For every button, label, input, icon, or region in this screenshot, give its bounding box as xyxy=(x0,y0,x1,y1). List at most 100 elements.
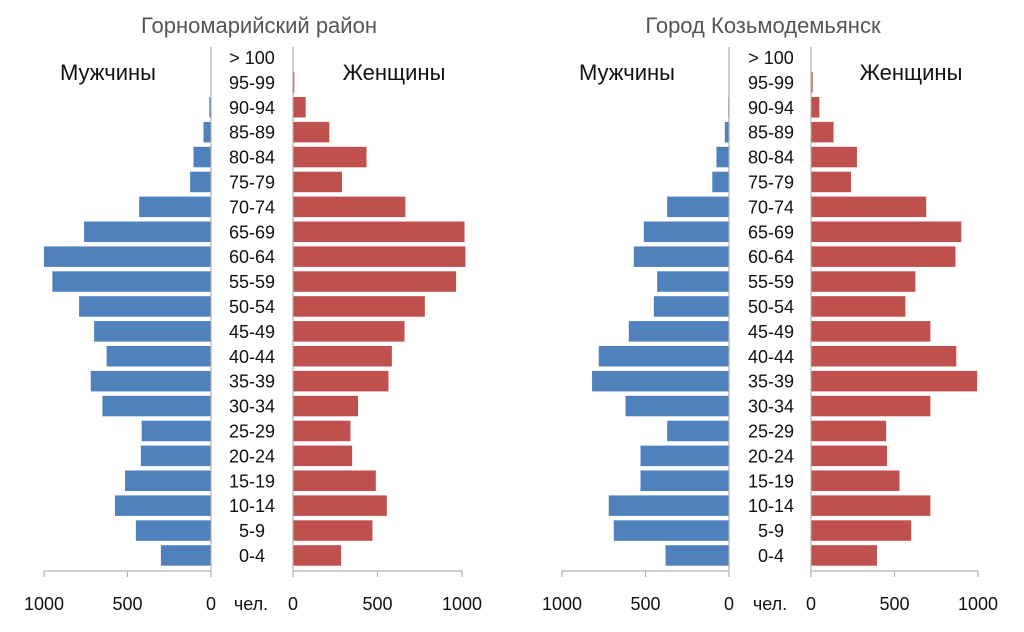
x-tick-label: 0 xyxy=(724,594,734,614)
male-bar xyxy=(667,420,729,442)
male-bar xyxy=(44,246,211,267)
female-bar xyxy=(293,420,351,442)
x-tick-label: 500 xyxy=(630,594,660,614)
age-group-label: 15-19 xyxy=(748,471,794,491)
age-group-label: 80-84 xyxy=(748,148,794,168)
age-group-label: 70-74 xyxy=(229,197,275,217)
male-bar xyxy=(124,470,211,491)
male-bar xyxy=(628,321,729,342)
female-bar xyxy=(811,146,857,168)
chart-title: Город Козьмодемьянск xyxy=(645,13,881,38)
female-bar xyxy=(811,420,887,442)
age-group-label: 70-74 xyxy=(748,197,794,217)
male-bar xyxy=(665,545,729,566)
male-bar xyxy=(141,420,211,442)
female-bar xyxy=(293,370,389,392)
x-tick-label: 500 xyxy=(112,594,142,614)
age-group-label: 75-79 xyxy=(229,172,275,192)
male-bar xyxy=(653,296,729,317)
pyramid-panel-kozmodemyansk: Город Козьмодемьянск Мужчины Женщины чел… xyxy=(542,13,998,614)
male-bar xyxy=(657,271,729,292)
male-bar xyxy=(114,495,211,516)
male-bar xyxy=(160,545,211,566)
age-group-label: 35-39 xyxy=(748,372,794,392)
female-bar xyxy=(293,495,387,516)
age-group-label: 0-4 xyxy=(758,546,784,566)
male-bar xyxy=(193,146,211,168)
male-bar xyxy=(716,146,729,168)
x-tick-label: 0 xyxy=(288,594,298,614)
female-bar xyxy=(293,520,373,541)
x-tick-label: 500 xyxy=(879,594,909,614)
age-group-label: 30-34 xyxy=(229,397,275,417)
age-group-label: 95-99 xyxy=(229,73,275,93)
male-bar xyxy=(135,520,211,541)
male-bar xyxy=(139,196,211,218)
female-bar xyxy=(293,296,425,317)
male-bar xyxy=(140,445,211,467)
male-bar xyxy=(640,445,729,467)
female-bar xyxy=(293,321,405,342)
female-bar xyxy=(811,370,978,392)
age-group-label: 5-9 xyxy=(239,521,265,541)
male-bar xyxy=(712,171,729,193)
age-group-label: 50-54 xyxy=(229,297,275,317)
age-group-label: 65-69 xyxy=(229,222,275,242)
age-group-label: 60-64 xyxy=(229,247,275,267)
age-group-label: 40-44 xyxy=(748,347,794,367)
male-bar xyxy=(724,121,729,143)
male-bar xyxy=(209,97,211,118)
age-group-label: 20-24 xyxy=(229,446,275,466)
female-bar xyxy=(811,171,852,193)
male-bar xyxy=(106,346,211,367)
age-group-label: 75-79 xyxy=(748,172,794,192)
unit-label: чел. xyxy=(234,594,268,614)
age-group-label: 45-49 xyxy=(748,322,794,342)
female-bar xyxy=(811,520,912,541)
pyramid-panel-gornomariysky: Горномарийский район Мужчины Женщины чел… xyxy=(24,13,482,614)
unit-label: чел. xyxy=(753,594,787,614)
female-bar xyxy=(293,470,376,491)
age-group-label: 15-19 xyxy=(229,471,275,491)
female-bar xyxy=(293,545,342,566)
age-group-label: 5-9 xyxy=(758,521,784,541)
male-bar xyxy=(79,296,211,317)
female-bar xyxy=(811,395,931,417)
x-tick-label: 0 xyxy=(206,594,216,614)
male-bar xyxy=(52,271,211,292)
age-group-label: 90-94 xyxy=(229,98,275,118)
female-bar xyxy=(811,346,957,367)
male-bar xyxy=(667,196,729,218)
age-group-label: 10-14 xyxy=(748,496,794,516)
female-bar xyxy=(293,246,466,267)
age-group-label: 85-89 xyxy=(748,123,794,143)
x-tick-label: 500 xyxy=(362,594,392,614)
age-group-label: 0-4 xyxy=(239,546,265,566)
female-bar xyxy=(811,470,900,491)
x-tick-label: 1000 xyxy=(542,594,582,614)
age-group-label: 60-64 xyxy=(748,247,794,267)
female-bar xyxy=(293,445,353,467)
female-bar xyxy=(811,445,887,467)
female-bar xyxy=(293,346,392,367)
age-group-label: 50-54 xyxy=(748,297,794,317)
left-series-label: Мужчины xyxy=(60,60,156,85)
male-bar xyxy=(613,520,729,541)
male-bar xyxy=(84,221,211,242)
male-bar xyxy=(643,221,729,242)
x-tick-label: 1000 xyxy=(442,594,482,614)
female-bar xyxy=(811,296,906,317)
female-bar xyxy=(811,246,956,267)
male-bar xyxy=(633,246,729,267)
age-group-label: 35-39 xyxy=(229,372,275,392)
male-bar xyxy=(592,370,729,392)
female-bar xyxy=(293,72,295,93)
female-bar xyxy=(293,146,367,168)
male-bar xyxy=(598,346,729,367)
female-bar xyxy=(811,545,877,566)
age-group-label: 25-29 xyxy=(229,421,275,441)
right-series-label: Женщины xyxy=(343,60,446,85)
male-bar xyxy=(203,121,211,143)
age-group-label: 45-49 xyxy=(229,322,275,342)
